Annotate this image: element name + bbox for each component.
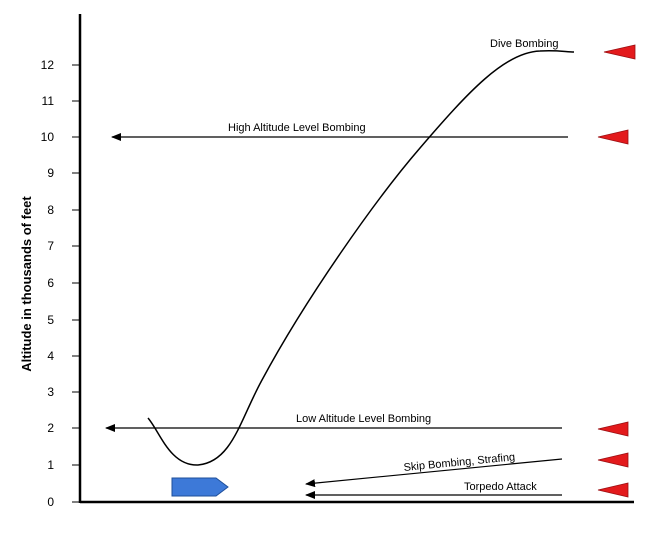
y-tick-label: 2 <box>47 421 54 435</box>
aircraft-marker-icon <box>597 421 629 437</box>
y-tick-label: 11 <box>42 94 55 108</box>
aircraft-marker-icon <box>597 129 629 145</box>
skip-bombing-arrow <box>305 458 563 488</box>
aircraft-marker-icon <box>597 482 629 498</box>
y-tick-label: 12 <box>41 58 55 72</box>
torpedo-label: Torpedo Attack <box>464 481 537 493</box>
low-altitude-label: Low Altitude Level Bombing <box>296 413 431 425</box>
aircraft-marker-icon <box>597 452 629 468</box>
y-tick-label: 1 <box>47 458 54 472</box>
y-axis-title: Altitude in thousands of feet <box>19 196 34 372</box>
y-tick-label: 3 <box>47 385 54 399</box>
y-tick-label: 9 <box>47 166 54 180</box>
y-tick-label: 10 <box>41 130 55 144</box>
y-tick-label: 5 <box>47 313 54 327</box>
skip-bombing-label: Skip Bombing, Strafing <box>403 451 516 474</box>
y-tick-label: 0 <box>47 495 54 509</box>
high-altitude-label: High Altitude Level Bombing <box>228 122 366 134</box>
y-ticks: 0 1 2 3 4 5 6 7 8 9 10 11 12 <box>41 58 80 509</box>
y-tick-label: 4 <box>47 349 54 363</box>
y-tick-label: 7 <box>47 239 54 253</box>
dive-bombing-path <box>147 49 575 466</box>
aircraft-marker-icon <box>603 44 636 60</box>
y-tick-label: 6 <box>47 276 54 290</box>
aircraft-markers <box>597 44 636 498</box>
ship-icon <box>171 477 229 497</box>
dive-bombing-label: Dive Bombing <box>490 38 558 50</box>
y-tick-label: 8 <box>47 203 54 217</box>
